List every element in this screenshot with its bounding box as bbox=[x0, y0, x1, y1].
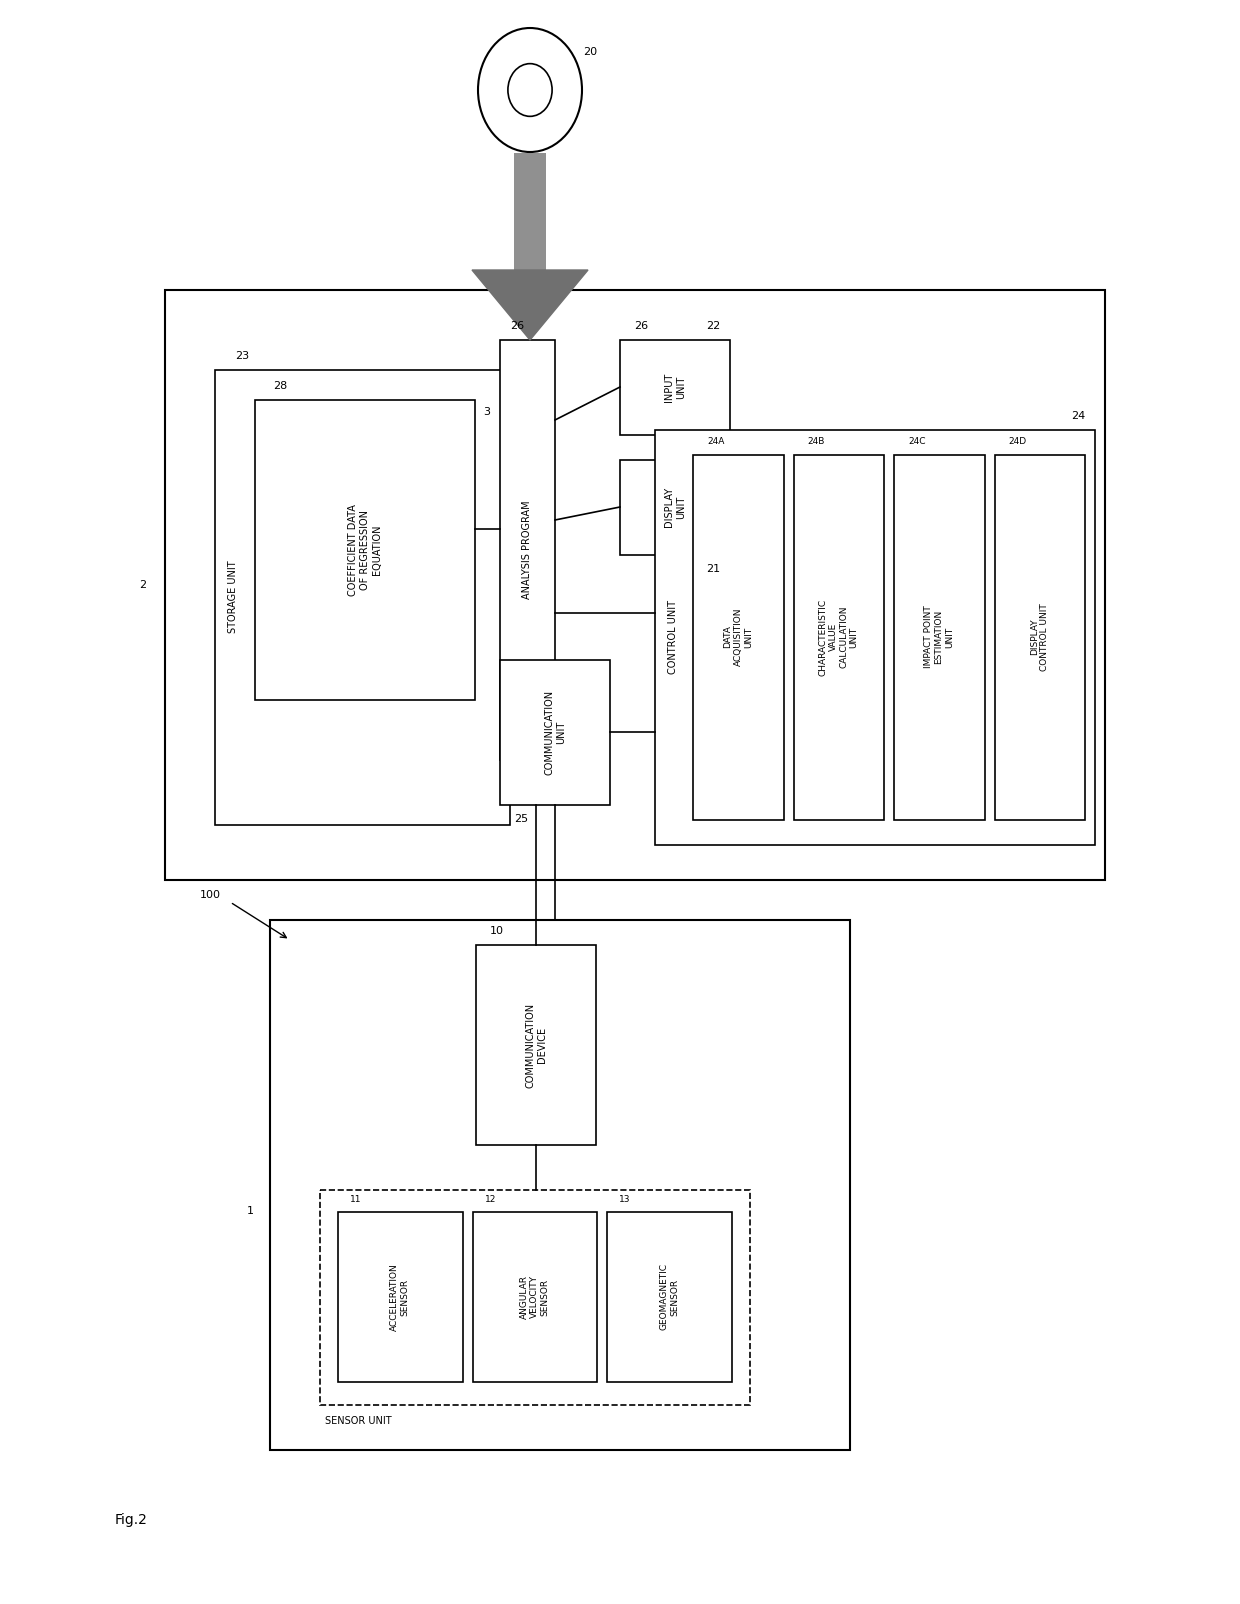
Bar bbox=[320, 1190, 750, 1405]
Ellipse shape bbox=[508, 64, 552, 117]
Text: 23: 23 bbox=[236, 351, 249, 361]
Text: 13: 13 bbox=[619, 1195, 631, 1205]
Text: 12: 12 bbox=[485, 1195, 496, 1205]
Bar bbox=[894, 456, 985, 820]
Text: CONTROL UNIT: CONTROL UNIT bbox=[668, 600, 678, 674]
Bar bbox=[339, 1213, 463, 1383]
Text: Fig.2: Fig.2 bbox=[115, 1513, 148, 1527]
Text: IMPACT POINT
ESTIMATION
UNIT: IMPACT POINT ESTIMATION UNIT bbox=[924, 606, 954, 669]
Text: 26: 26 bbox=[510, 321, 525, 330]
Text: DISPLAY
UNIT: DISPLAY UNIT bbox=[665, 488, 686, 528]
Bar bbox=[500, 340, 556, 760]
Bar bbox=[608, 1213, 732, 1383]
Bar bbox=[620, 340, 730, 435]
Text: 1: 1 bbox=[247, 1206, 253, 1216]
Text: STORAGE UNIT: STORAGE UNIT bbox=[228, 561, 238, 634]
Text: DATA
ACQUISITION
UNIT: DATA ACQUISITION UNIT bbox=[723, 608, 753, 666]
Bar bbox=[255, 399, 475, 699]
Bar bbox=[472, 1213, 598, 1383]
Bar bbox=[620, 460, 730, 555]
Text: ANGULAR
VELOCITY
SENSOR: ANGULAR VELOCITY SENSOR bbox=[520, 1275, 549, 1318]
Bar bbox=[215, 371, 510, 824]
Ellipse shape bbox=[477, 27, 582, 152]
Text: 20: 20 bbox=[583, 47, 598, 58]
Text: DISPLAY
CONTROL UNIT: DISPLAY CONTROL UNIT bbox=[1029, 603, 1049, 670]
Text: 22: 22 bbox=[706, 321, 720, 330]
Polygon shape bbox=[472, 269, 588, 340]
Text: 26: 26 bbox=[634, 321, 649, 330]
Bar bbox=[165, 290, 1105, 881]
Text: 24D: 24D bbox=[1008, 436, 1027, 446]
Text: COMMUNICATION
UNIT: COMMUNICATION UNIT bbox=[544, 690, 565, 775]
Text: 3: 3 bbox=[484, 407, 491, 417]
Bar bbox=[476, 945, 596, 1145]
Text: 24C: 24C bbox=[908, 436, 925, 446]
Text: 25: 25 bbox=[515, 813, 528, 824]
Bar bbox=[693, 456, 784, 820]
Text: 28: 28 bbox=[273, 382, 288, 391]
Bar bbox=[655, 430, 1095, 845]
Text: ANALYSIS PROGRAM: ANALYSIS PROGRAM bbox=[522, 500, 532, 600]
Text: COEFFICIENT DATA
OF REGRESSION
EQUATION: COEFFICIENT DATA OF REGRESSION EQUATION bbox=[348, 504, 382, 597]
Text: 100: 100 bbox=[200, 890, 221, 900]
Bar bbox=[270, 921, 849, 1450]
Text: CHARACTERISTIC
VALUE
CALCULATION
UNIT: CHARACTERISTIC VALUE CALCULATION UNIT bbox=[818, 598, 858, 675]
Text: 2: 2 bbox=[139, 581, 146, 590]
Text: 10: 10 bbox=[490, 926, 503, 937]
Bar bbox=[794, 456, 884, 820]
Bar bbox=[994, 456, 1085, 820]
Text: INPUT
UNIT: INPUT UNIT bbox=[665, 372, 686, 401]
Bar bbox=[500, 659, 610, 805]
Bar bbox=[515, 152, 546, 269]
Text: GEOMAGNETIC
SENSOR: GEOMAGNETIC SENSOR bbox=[660, 1264, 680, 1330]
Text: 24: 24 bbox=[1071, 411, 1085, 420]
Text: 11: 11 bbox=[350, 1195, 362, 1205]
Text: ACCELERATION
SENSOR: ACCELERATION SENSOR bbox=[391, 1262, 409, 1331]
Text: SENSOR UNIT: SENSOR UNIT bbox=[325, 1416, 392, 1426]
Text: 21: 21 bbox=[706, 565, 720, 574]
Text: 24A: 24A bbox=[707, 436, 724, 446]
Text: 24B: 24B bbox=[807, 436, 825, 446]
Text: COMMUNICATION
DEVICE: COMMUNICATION DEVICE bbox=[526, 1002, 547, 1088]
